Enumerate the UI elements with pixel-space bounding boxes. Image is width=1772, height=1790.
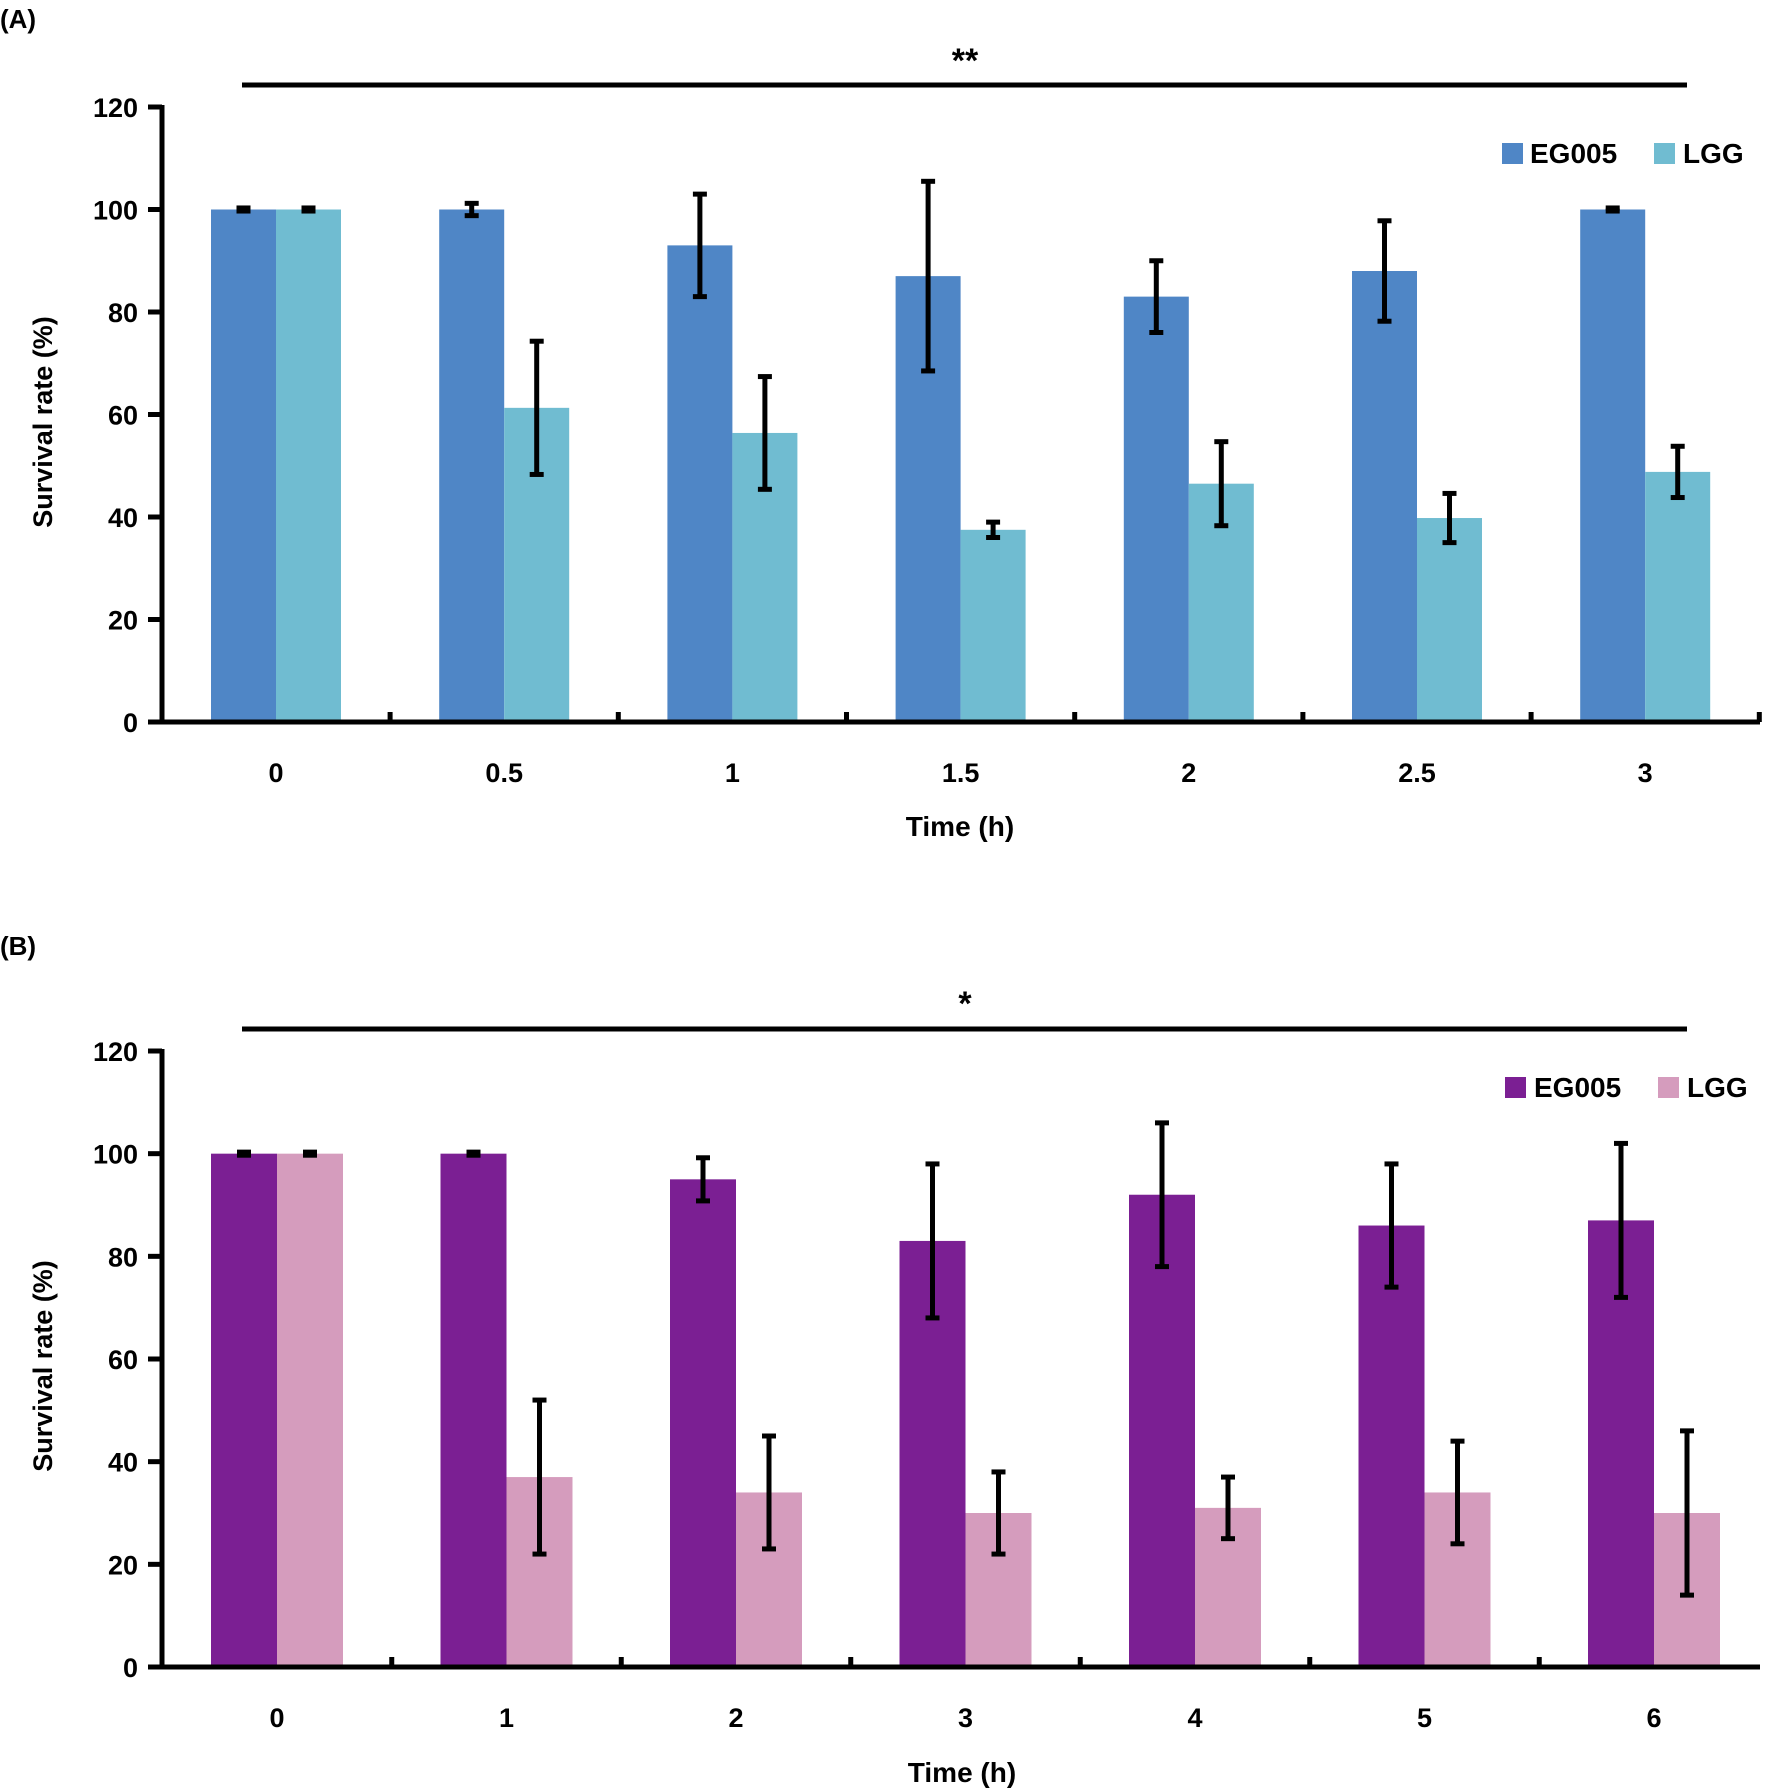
x-tick-label: 3 (1638, 758, 1653, 788)
error-bar-lgg-3 (991, 1469, 1006, 1557)
error-bar-eg005-2.5 (1377, 218, 1392, 324)
error-bar-eg005-1 (692, 191, 707, 300)
x-tick-label: 4 (1187, 1703, 1202, 1733)
error-bar-eg005-5 (1384, 1161, 1399, 1290)
x-tick-label: 5 (1417, 1703, 1432, 1733)
panel-label: (B) (0, 931, 36, 961)
x-axis-title: Time (h) (906, 811, 1014, 842)
y-tick-label: 80 (108, 1242, 138, 1272)
y-tick-label: 60 (108, 1345, 138, 1375)
error-bar-lgg-2 (762, 1433, 776, 1552)
y-tick-label: 40 (108, 1448, 138, 1478)
x-tick-label: 1.5 (942, 758, 980, 788)
x-tick-label: 0 (268, 758, 283, 788)
y-tick-label: 120 (93, 1037, 138, 1067)
panel-b: (B) * Time (h) Survival rate (%) EG005 L… (0, 931, 1760, 1788)
bar-eg005-1 (440, 1153, 507, 1667)
legend-swatch-eg005 (1505, 1077, 1526, 1098)
x-tick-label: 3 (958, 1703, 973, 1733)
bar-eg005-4 (1129, 1194, 1195, 1667)
legend-label-eg005: EG005 (1534, 1072, 1621, 1103)
error-bar-eg005-3 (1605, 205, 1620, 214)
bar-eg005-0 (211, 1153, 277, 1667)
error-bar-lgg-4 (1221, 1474, 1235, 1542)
error-bar-lgg-0 (301, 205, 316, 214)
bar-eg005-3 (1580, 209, 1646, 722)
x-tick-label: 2 (1181, 758, 1196, 788)
error-bar-lgg-1.5 (986, 519, 1001, 540)
error-bar-eg005-3 (925, 1161, 940, 1321)
y-tick-label: 20 (108, 606, 138, 636)
error-bar-lgg-6 (1680, 1428, 1694, 1598)
error-bar-eg005-1.5 (921, 178, 936, 374)
error-bar-eg005-0 (237, 1149, 251, 1158)
error-bar-lgg-1 (757, 374, 772, 492)
bar-lgg-2.5 (1417, 518, 1482, 722)
legend-label-eg005: EG005 (1530, 138, 1617, 169)
x-axis-title: Time (h) (908, 1757, 1016, 1788)
error-bar-eg005-2 (1149, 258, 1164, 335)
significance-marker: ** (952, 42, 979, 80)
y-tick-label: 100 (93, 196, 138, 226)
legend-label-lgg: LGG (1687, 1072, 1748, 1103)
y-tick-label: 0 (123, 1653, 138, 1683)
x-tick-label: 1 (499, 1703, 514, 1733)
y-tick-label: 120 (93, 93, 138, 123)
bar-eg005-0 (211, 209, 276, 722)
bar-eg005-0.5 (439, 209, 505, 722)
error-bar-eg005-0 (236, 205, 251, 214)
y-tick-label: 60 (108, 401, 138, 431)
bar-eg005-5 (1358, 1225, 1425, 1667)
y-axis-title: Survival rate (%) (28, 1260, 58, 1472)
x-tick-label: 0.5 (485, 758, 523, 788)
error-bar-lgg-2 (1214, 439, 1229, 529)
y-axis-title: Survival rate (%) (28, 316, 58, 528)
panel-label: (A) (0, 4, 36, 34)
y-tick-label: 80 (108, 298, 138, 328)
error-bar-eg005-6 (1614, 1140, 1628, 1300)
y-tick-label: 100 (93, 1140, 138, 1170)
legend-swatch-eg005 (1502, 143, 1523, 164)
x-tick-label: 0 (269, 1703, 284, 1733)
error-bar-eg005-1 (466, 1149, 481, 1158)
significance-marker: * (958, 985, 972, 1023)
y-tick-label: 20 (108, 1550, 138, 1580)
error-bar-lgg-5 (1450, 1438, 1465, 1547)
x-tick-label: 2 (728, 1703, 743, 1733)
legend-label-lgg: LGG (1683, 138, 1744, 169)
error-bar-lgg-0 (303, 1149, 317, 1158)
error-bar-lgg-1 (532, 1397, 547, 1557)
bar-eg005-2.5 (1352, 271, 1417, 722)
error-bar-eg005-2 (696, 1155, 710, 1204)
error-bar-lgg-2.5 (1442, 490, 1457, 546)
legend-swatch-lgg (1654, 143, 1675, 164)
panel-a: (A) ** Time (h) Survival rate (%) EG005 … (0, 4, 1762, 842)
x-tick-label: 2.5 (1398, 758, 1436, 788)
error-bar-lgg-3 (1670, 443, 1685, 501)
bar-eg005-1 (667, 245, 733, 722)
y-tick-label: 40 (108, 503, 138, 533)
error-bar-lgg-0.5 (529, 338, 544, 477)
error-bar-eg005-0.5 (464, 200, 479, 219)
y-tick-label: 0 (123, 708, 138, 738)
bar-lgg-1.5 (960, 529, 1026, 722)
bar-eg005-2 (670, 1179, 736, 1667)
bar-eg005-2 (1123, 296, 1189, 722)
x-tick-label: 1 (725, 758, 740, 788)
error-bar-eg005-4 (1155, 1120, 1169, 1270)
x-tick-label: 6 (1646, 1703, 1661, 1733)
bar-lgg-0 (277, 1153, 343, 1667)
bar-lgg-3 (1645, 471, 1711, 722)
bar-lgg-0 (276, 209, 341, 722)
legend-swatch-lgg (1658, 1077, 1679, 1098)
